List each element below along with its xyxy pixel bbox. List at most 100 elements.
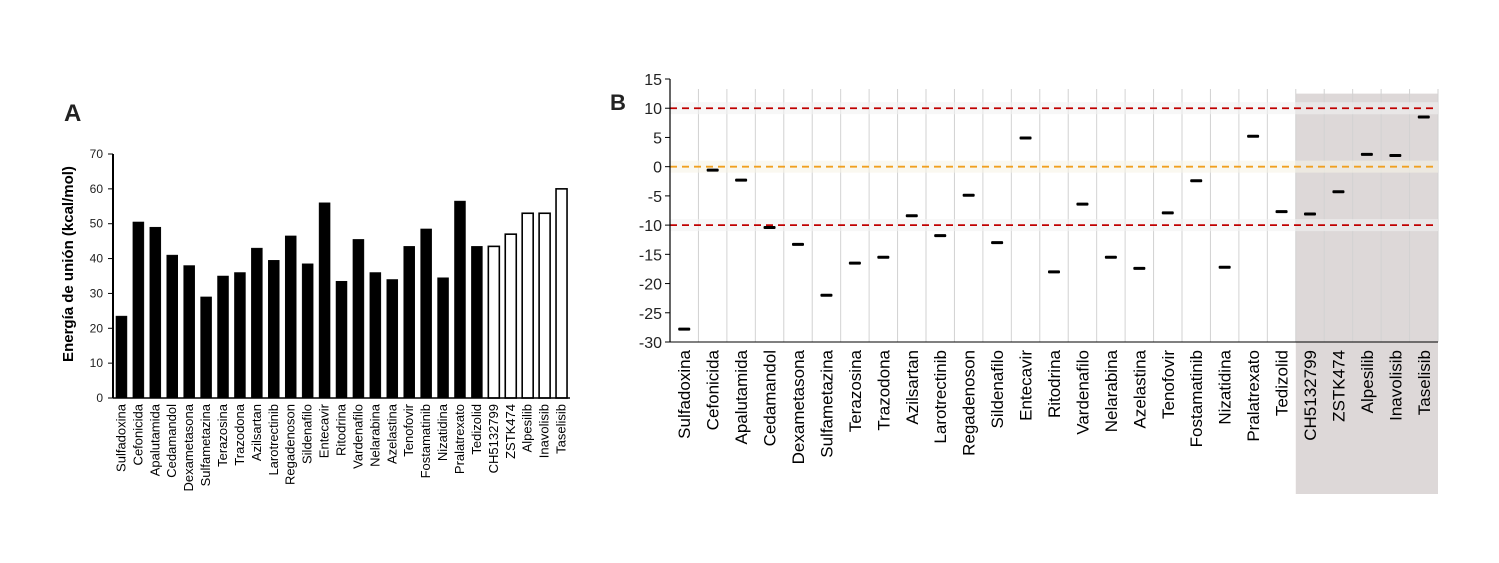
b-xtick-label: Cedamandol [761, 350, 780, 446]
b-ytick-label: -5 [648, 189, 662, 206]
a-bar [234, 272, 246, 399]
a-xtick-label: Taselisib [554, 404, 569, 454]
a-ytick-label: 40 [90, 252, 104, 266]
b-ytick-label: 15 [644, 72, 662, 89]
b-data-marker [820, 293, 833, 297]
b-xtick-label: Vardenafilo [1073, 350, 1092, 435]
b-data-marker [1133, 266, 1146, 270]
b-data-marker [905, 214, 918, 218]
b-data-marker [735, 178, 748, 182]
a-bar [132, 221, 145, 399]
b-xtick-label: Terazosina [846, 349, 865, 432]
a-bar [555, 188, 568, 399]
b-ytick-label: -20 [639, 277, 662, 294]
a-bar [521, 212, 534, 399]
b-xtick-label: Fostamatinib [1187, 350, 1206, 447]
a-bar [403, 246, 415, 399]
a-xtick-label: Cefonicida [130, 403, 145, 465]
a-bar [166, 254, 178, 399]
b-xtick-label: Tenofovir [1159, 350, 1178, 419]
b-xtick-label: Tedizolid [1273, 350, 1292, 416]
a-bar [352, 239, 365, 399]
b-xtick-label: Alpesilib [1358, 350, 1377, 413]
b-ytick-label: 10 [644, 101, 662, 118]
b-ytick-label: -25 [639, 306, 662, 323]
b-data-marker [763, 225, 776, 229]
a-xtick-label: Sildenafilo [300, 404, 315, 464]
b-xtick-label: Pralatrexato [1244, 350, 1263, 442]
b-xtick-label: Larotrectinib [931, 350, 950, 444]
a-bar [335, 280, 348, 399]
b-data-marker [1190, 179, 1203, 183]
a-xtick-label: Tedizolid [469, 404, 484, 455]
panel-a-ylabel: Energía de unión (kcal/mol) [60, 166, 77, 362]
b-data-marker [1304, 212, 1316, 216]
a-xtick-label: Entecavir [317, 403, 332, 458]
a-bar [420, 228, 432, 399]
a-bar [538, 212, 551, 399]
b-data-marker [792, 242, 804, 246]
a-bar [318, 202, 331, 399]
a-xtick-label: Regadenoson [283, 404, 298, 485]
b-xtick-label: Azilsartan [903, 350, 922, 425]
b-xtick-label: Nelarabina [1102, 349, 1121, 432]
a-xtick-label: Sulfametazina [198, 403, 213, 486]
a-bar [504, 233, 518, 399]
b-xtick-label: ZSTK474 [1329, 350, 1348, 422]
b-data-marker [1332, 190, 1345, 194]
b-data-marker [962, 193, 975, 197]
b-data-marker [1275, 210, 1288, 214]
a-ytick-label: 0 [96, 391, 103, 405]
a-bar [183, 265, 195, 399]
b-xtick-label: Apalutamida [732, 349, 751, 444]
a-xtick-label: Tenofovir [401, 403, 416, 456]
b-data-marker [1048, 270, 1060, 274]
a-ytick-label: 10 [90, 356, 104, 370]
panel-a-label: A [64, 100, 81, 127]
b-data-marker [1417, 115, 1430, 119]
b-ytick-label: 5 [653, 130, 662, 147]
b-xtick-label: Ritodrina [1045, 349, 1064, 418]
a-ytick-label: 60 [90, 182, 104, 196]
b-xtick-label: Cefonicida [704, 349, 723, 430]
a-xtick-label: Cedamandol [164, 404, 179, 478]
b-data-marker [1161, 211, 1174, 215]
b-data-marker [877, 255, 890, 259]
a-bar [437, 277, 449, 399]
panel-a-chart: A Energía de unión (kcal/mol) 0 10 20 30 40 5… [60, 100, 570, 491]
b-data-marker [1076, 202, 1089, 206]
a-xtick-label: Nelarabina [367, 403, 382, 467]
a-bar [149, 226, 162, 399]
b-data-marker [1389, 154, 1402, 158]
b-data-marker [991, 241, 1004, 245]
panel-b-label: B [610, 90, 626, 115]
b-ytick-label: -15 [639, 247, 662, 264]
b-xtick-label: Sulfametazina [817, 349, 836, 457]
a-bar [454, 200, 466, 399]
a-bar [200, 296, 212, 399]
a-bar [487, 245, 501, 399]
a-bar [268, 260, 280, 399]
a-xtick-label: Trazodona [232, 403, 247, 465]
b-highlight-region [1295, 93, 1438, 494]
a-xtick-label: CH5132799 [486, 404, 501, 473]
a-xtick-label: Nizatidina [435, 403, 450, 461]
b-data-marker [934, 234, 947, 238]
a-xtick-label: Azelastina [384, 403, 399, 464]
a-xtick-label: Terazosina [215, 403, 230, 467]
a-xtick-label: ZSTK474 [503, 404, 518, 459]
a-bar [217, 275, 229, 399]
a-ytick-label: 20 [90, 321, 104, 335]
b-data-marker [1218, 265, 1231, 269]
b-data-marker [848, 261, 861, 265]
a-xtick-label: Sulfadoxina [113, 403, 128, 472]
b-ytick-label: 0 [653, 160, 662, 177]
a-bar [251, 247, 263, 399]
a-xtick-label: Azilsartan [249, 404, 264, 461]
b-data-marker [1019, 136, 1032, 140]
b-xtick-label: Azelastina [1130, 349, 1149, 428]
b-xtick-label: CH5132799 [1301, 350, 1320, 441]
b-xtick-label: Taselisib [1415, 350, 1434, 415]
